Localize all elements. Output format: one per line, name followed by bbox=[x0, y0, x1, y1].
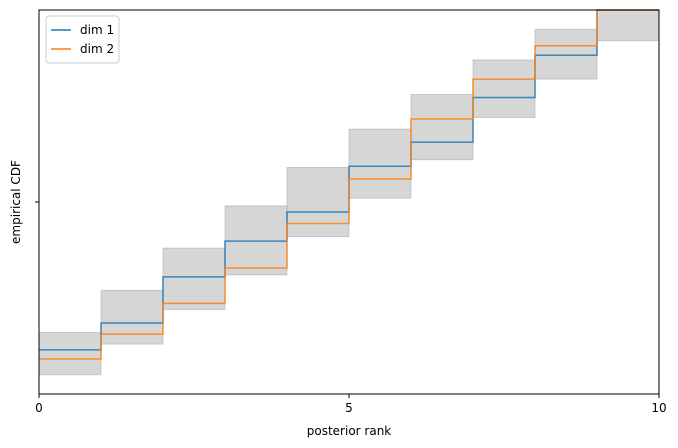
band-step-4 bbox=[286, 167, 350, 237]
legend-box bbox=[45, 15, 120, 64]
band-step-1 bbox=[100, 289, 164, 345]
band-step-9 bbox=[596, 9, 660, 42]
band-step-6 bbox=[410, 94, 474, 161]
x-tick-label-5: 5 bbox=[345, 401, 353, 415]
y-axis-label: empirical CDF bbox=[9, 160, 23, 244]
legend-label-dim-1: dim 1 bbox=[80, 23, 114, 37]
series-line-dim-2 bbox=[39, 9, 659, 360]
band-step-0 bbox=[38, 332, 102, 376]
x-ticks: 0 5 10 bbox=[35, 394, 667, 415]
x-tick-label-0: 0 bbox=[35, 401, 43, 415]
confidence-band-layer bbox=[38, 9, 660, 376]
x-axis-label: posterior rank bbox=[307, 424, 392, 438]
band-step-3 bbox=[224, 205, 288, 276]
x-tick-label-10: 10 bbox=[651, 401, 666, 415]
legend: dim 1 dim 2 bbox=[45, 15, 120, 64]
band-step-5 bbox=[348, 128, 412, 199]
series-layer bbox=[39, 9, 659, 360]
band-step-2 bbox=[162, 247, 226, 310]
legend-label-dim-2: dim 2 bbox=[80, 42, 114, 56]
band-step-7 bbox=[472, 59, 536, 118]
band-step-8 bbox=[534, 28, 598, 80]
